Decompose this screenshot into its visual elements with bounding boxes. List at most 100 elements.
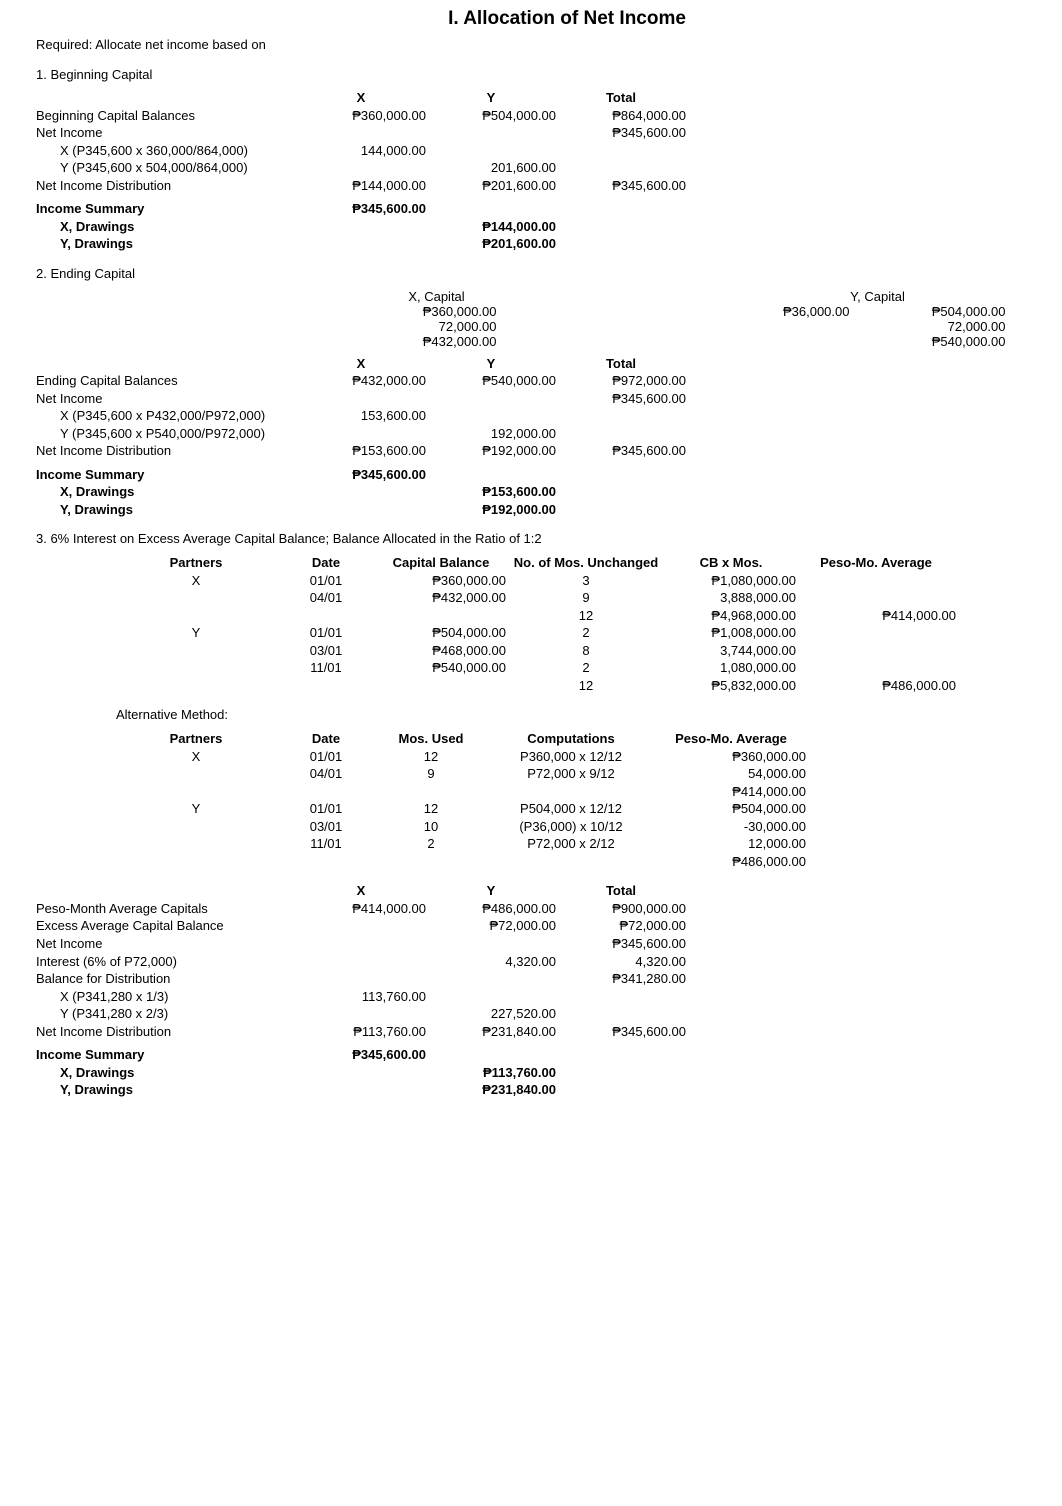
capital-columns: X, Capital ₱360,000.00 72,000.00 ₱432,00… <box>36 289 1062 349</box>
s1-dist-x: ₱144,000.00 <box>296 177 426 195</box>
tblA-cell-date: 04/01 <box>276 589 376 607</box>
tblA-hdr-partners: Partners <box>116 554 276 572</box>
ycap-r3: ₱540,000.00 <box>932 334 1006 349</box>
tblB-cell-date: 01/01 <box>276 800 376 818</box>
ledger-xdraw-y: ₱113,760.00 <box>426 1064 556 1082</box>
tblB-row: 03/0110(P36,000) x 10/12-30,000.00 <box>36 818 1062 836</box>
tblA-cell-avg: ₱486,000.00 <box>796 677 956 695</box>
tblA-hdr-cbm: CB x Mos. <box>666 554 796 572</box>
tblA-cell-cb: ₱360,000.00 <box>376 572 506 590</box>
tblB-hdr-partners: Partners <box>116 730 276 748</box>
ledger-interest-label: Interest (6% of P72,000) <box>36 953 296 971</box>
tblB-cell-partner: X <box>116 748 276 766</box>
tblA-cell-cbm: ₱1,080,000.00 <box>666 572 796 590</box>
s2-yalloc-y: 192,000.00 <box>426 425 556 443</box>
s2-dist-label: Net Income Distribution <box>36 442 296 460</box>
xcap-title: X, Capital <box>408 289 464 304</box>
tblB-row: ₱486,000.00 <box>36 853 1062 871</box>
ledger-dist-t: ₱345,600.00 <box>556 1023 686 1041</box>
s2-xdraw-y: ₱153,600.00 <box>426 483 556 501</box>
tblB-row: 11/012P72,000 x 2/1212,000.00 <box>36 835 1062 853</box>
tblB-cell-avg: 12,000.00 <box>656 835 806 853</box>
tblA-cell-partner: X <box>116 572 276 590</box>
tblA-cell-partner: Y <box>116 624 276 642</box>
tblB-cell-comp: P72,000 x 9/12 <box>486 765 656 783</box>
tblA-cell-mos: 2 <box>506 659 666 677</box>
tblA-cell-date: 03/01 <box>276 642 376 660</box>
s2-yalloc-label: Y (P345,600 x P540,000/P972,000) <box>36 425 296 443</box>
required-text: Required: Allocate net income based on <box>36 36 266 54</box>
ledger-pmac-y: ₱486,000.00 <box>426 900 556 918</box>
tblB-header: Partners Date Mos. Used Computations Pes… <box>36 730 1062 748</box>
s1-dist-t: ₱345,600.00 <box>556 177 686 195</box>
tblB-cell-avg: ₱360,000.00 <box>656 748 806 766</box>
s1-yalloc-y: 201,600.00 <box>426 159 556 177</box>
ledger-dist-y: ₱231,840.00 <box>426 1023 556 1041</box>
ledger-pmac-t: ₱900,000.00 <box>556 900 686 918</box>
tblA-cell-cb: ₱432,000.00 <box>376 589 506 607</box>
s1-netinc-t: ₱345,600.00 <box>556 124 686 142</box>
ledger-hdr-total: Total <box>556 882 686 900</box>
s2-xalloc-x: 153,600.00 <box>296 407 426 425</box>
tblA-cell-cbm: 1,080,000.00 <box>666 659 796 677</box>
s2-dist-x: ₱153,600.00 <box>296 442 426 460</box>
tblB-cell-mos: 2 <box>376 835 486 853</box>
tblA-cell-mos: 12 <box>506 607 666 625</box>
tblB-cell-date: 04/01 <box>276 765 376 783</box>
tblB-cell-comp: P360,000 x 12/12 <box>486 748 656 766</box>
s2-endcap-t: ₱972,000.00 <box>556 372 686 390</box>
ledger-xalloc-label: X (P341,280 x 1/3) <box>36 988 296 1006</box>
ycap-left: ₱36,000.00 <box>783 304 850 319</box>
s1-xalloc-label: X (P345,600 x 360,000/864,000) <box>36 142 296 160</box>
s2-incsum-x: ₱345,600.00 <box>296 466 426 484</box>
ledger-xalloc-x: 113,760.00 <box>296 988 426 1006</box>
tblA-cell-avg: ₱414,000.00 <box>796 607 956 625</box>
ledger-ydraw-y: ₱231,840.00 <box>426 1081 556 1099</box>
s1-dist-label: Net Income Distribution <box>36 177 296 195</box>
tblA-hdr-avg: Peso-Mo. Average <box>796 554 956 572</box>
ledger-baldist-label: Balance for Distribution <box>36 970 296 988</box>
section3-heading: 3. 6% Interest on Excess Average Capital… <box>36 530 542 548</box>
tblA-cell-mos: 9 <box>506 589 666 607</box>
ledger-netinc-t: ₱345,600.00 <box>556 935 686 953</box>
tblA-row: 04/01₱432,000.0093,888,000.00 <box>36 589 1062 607</box>
ledger-yalloc-label: Y (P341,280 x 2/3) <box>36 1005 296 1023</box>
tblB-cell-date: 03/01 <box>276 818 376 836</box>
tblB-cell-avg: ₱504,000.00 <box>656 800 806 818</box>
s2-ydraw-y: ₱192,000.00 <box>426 501 556 519</box>
s1-netinc-label: Net Income <box>36 124 296 142</box>
tblB-cell-date: 11/01 <box>276 835 376 853</box>
s2-endcap-x: ₱432,000.00 <box>296 372 426 390</box>
tblB-cell-partner: Y <box>116 800 276 818</box>
tblA-cell-cbm: ₱1,008,000.00 <box>666 624 796 642</box>
tblA-cell-mos: 3 <box>506 572 666 590</box>
s1-begcap-y: ₱504,000.00 <box>426 107 556 125</box>
s1-begcap-label: Beginning Capital Balances <box>36 107 296 125</box>
ledger-incsum-x: ₱345,600.00 <box>296 1046 426 1064</box>
tblA-hdr-date: Date <box>276 554 376 572</box>
page-title: I. Allocation of Net Income <box>36 8 1062 30</box>
tblA-row: X01/01₱360,000.003₱1,080,000.00 <box>36 572 1062 590</box>
ledger-eacb-label: Excess Average Capital Balance <box>36 917 296 935</box>
tblA-body: X01/01₱360,000.003₱1,080,000.0004/01₱432… <box>36 572 1062 695</box>
tblB-cell-comp: P72,000 x 2/12 <box>486 835 656 853</box>
ycap-title: Y, Capital <box>850 289 905 304</box>
ycap-r2: 72,000.00 <box>948 319 1006 334</box>
s1-begcap-x: ₱360,000.00 <box>296 107 426 125</box>
tblA-row: 11/01₱540,000.0021,080,000.00 <box>36 659 1062 677</box>
s1-hdr-total: Total <box>556 89 686 107</box>
tblB-cell-avg: ₱414,000.00 <box>656 783 806 801</box>
tblB-cell-avg: 54,000.00 <box>656 765 806 783</box>
s1-ydraw-y: ₱201,600.00 <box>426 235 556 253</box>
tblB-cell-comp: P504,000 x 12/12 <box>486 800 656 818</box>
ledger-incsum-label: Income Summary <box>36 1046 296 1064</box>
tblB-cell-mos: 10 <box>376 818 486 836</box>
s1-hdr-y: Y <box>426 89 556 107</box>
s2-netinc-label: Net Income <box>36 390 296 408</box>
s2-xdraw-label: X, Drawings <box>36 483 296 501</box>
ledger-dist-label: Net Income Distribution <box>36 1023 296 1041</box>
tblA-cell-cb: ₱540,000.00 <box>376 659 506 677</box>
section2-heading: 2. Ending Capital <box>36 265 135 283</box>
ledger-pmac-label: Peso-Month Average Capitals <box>36 900 296 918</box>
s2-netinc-t: ₱345,600.00 <box>556 390 686 408</box>
